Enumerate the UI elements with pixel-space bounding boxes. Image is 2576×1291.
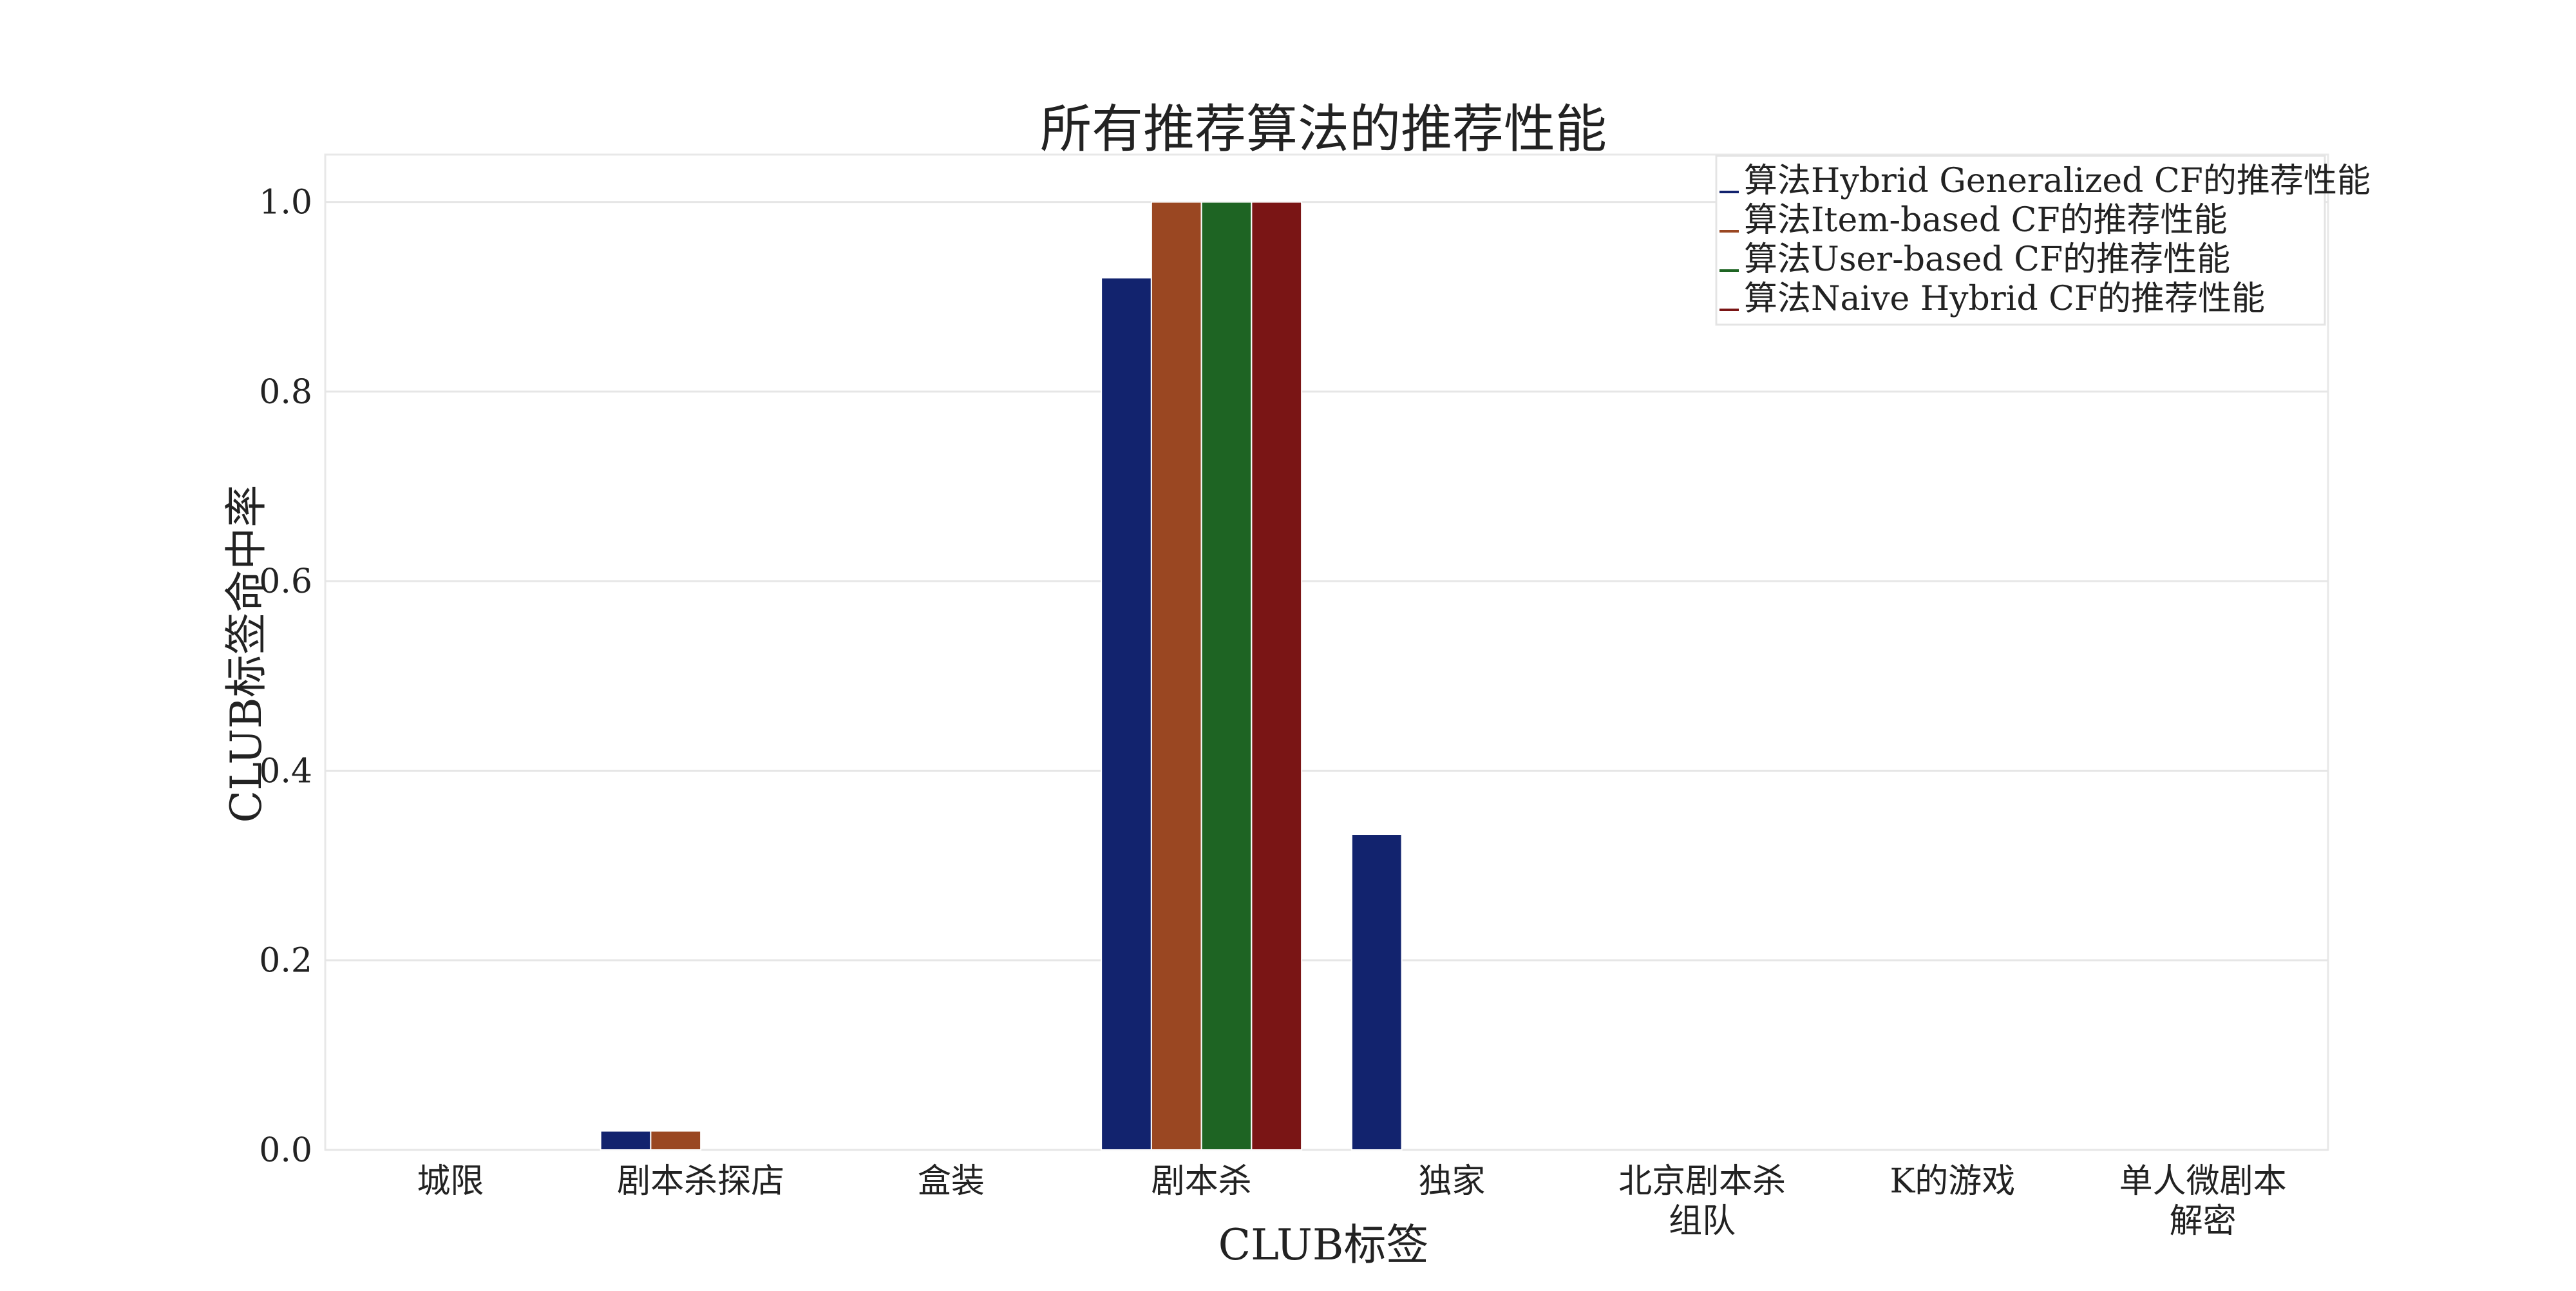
y-tick-label: 0.2 bbox=[259, 942, 312, 980]
x-tick-label: 城限 bbox=[417, 1162, 484, 1201]
bars bbox=[600, 201, 1403, 1151]
bar bbox=[1200, 201, 1253, 1151]
chart-title: 所有推荐算法的推荐性能 bbox=[1040, 99, 1607, 159]
x-axis-ticks: 城限 剧本杀探店 盒装 剧本杀 独家 北京剧本杀组队 K的游戏 单人微剧本解密 bbox=[417, 1162, 2286, 1241]
bar bbox=[1101, 277, 1152, 1151]
legend-label: 算法User-based CF的推荐性能 bbox=[1744, 240, 2230, 279]
x-tick-label: K的游戏 bbox=[1889, 1162, 2015, 1201]
legend: 算法Hybrid Generalized CF的推荐性能算法Item-based… bbox=[1715, 155, 2371, 326]
bar bbox=[1150, 201, 1202, 1151]
y-tick-label: 0.0 bbox=[259, 1131, 312, 1170]
y-axis-label: CLUB标签命中率 bbox=[222, 485, 271, 823]
x-tick-label: 北京剧本杀组队 bbox=[1618, 1162, 1786, 1241]
legend-box bbox=[1715, 155, 2326, 326]
y-tick-label: 0.4 bbox=[259, 752, 312, 790]
y-axis-ticks: 0.0 0.2 0.4 0.6 0.8 1.0 bbox=[259, 184, 312, 1170]
x-tick-label: 剧本杀探店 bbox=[617, 1162, 784, 1201]
x-axis-label: CLUB标签 bbox=[1218, 1220, 1429, 1270]
y-tick-label: 0.8 bbox=[259, 373, 312, 412]
legend-label: 算法Naive Hybrid CF的推荐性能 bbox=[1744, 280, 2265, 318]
bar bbox=[650, 1130, 702, 1151]
x-tick-label: 盒装 bbox=[918, 1162, 985, 1201]
bar bbox=[1350, 834, 1403, 1151]
y-tick-label: 0.6 bbox=[259, 562, 312, 601]
legend-label: 算法Item-based CF的推荐性能 bbox=[1744, 201, 2228, 240]
bar bbox=[600, 1130, 652, 1151]
x-tick-label: 单人微剧本解密 bbox=[2119, 1162, 2287, 1241]
x-tick-label: 剧本杀 bbox=[1151, 1162, 1252, 1201]
bar bbox=[1251, 201, 1303, 1151]
legend-label: 算法Hybrid Generalized CF的推荐性能 bbox=[1744, 162, 2371, 200]
y-tick-label: 1.0 bbox=[259, 184, 312, 222]
x-tick-label: 独家 bbox=[1418, 1162, 1485, 1201]
